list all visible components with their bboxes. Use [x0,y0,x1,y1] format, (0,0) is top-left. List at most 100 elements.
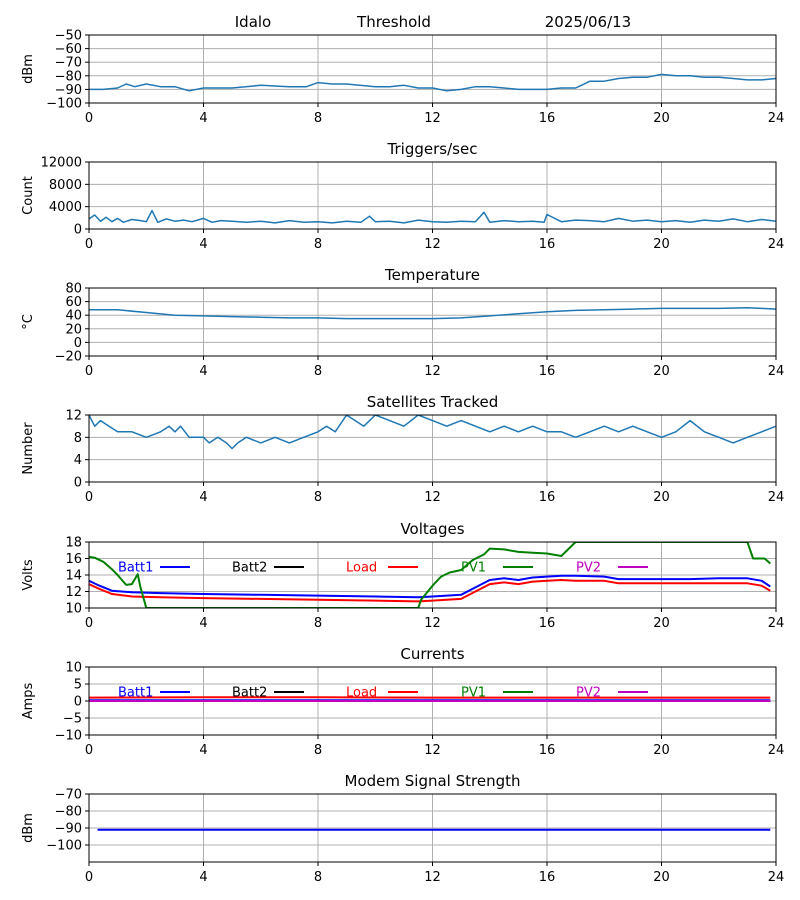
x-tick-label: 0 [85,616,93,631]
x-tick-label: 4 [199,490,207,505]
y-tick-label: −60 [55,42,82,57]
chart-triggers: 0 4 8 12 16 20 24 0 4000 8000 12000 Triggers/sec Cou… [21,140,784,252]
panel-title: Modem Signal Strength [345,772,521,790]
series-group [89,209,776,224]
series-group [89,306,776,320]
x-tick-label: 24 [768,364,785,379]
x-tick-label: 0 [85,870,93,885]
series-line-threshold [89,73,776,92]
y-tick-label: −50 [55,29,82,44]
y-tick-label: −90 [55,83,82,98]
x-tick-label: 24 [768,743,785,758]
y-tick-label: 8 [74,431,82,446]
y-tick-label: −20 [55,350,82,365]
x-tick-label: 8 [314,870,322,885]
chart-modem: 0 4 8 12 16 20 24 −100 −90 −80 −70 Modem Signal Str… [21,772,784,885]
series-line-temperature [89,306,776,320]
x-tick-label: 24 [768,237,785,252]
y-tick-label: 0 [74,336,82,351]
y-tick-label: −80 [55,69,82,84]
x-tick-label: 16 [539,111,556,126]
x-tick-label: 20 [653,616,670,631]
x-tick-label: 12 [424,237,441,252]
series-group [89,696,771,702]
x-tick-label: 0 [85,364,93,379]
y-tick-label: 8000 [49,178,82,193]
y-axis-label: Number [21,422,36,475]
y-axis-label: Count [21,176,36,215]
legend-label-batt2: Batt2 [232,561,267,576]
legend-label-pv2: PV2 [576,561,601,576]
y-tick-label: 14 [65,569,82,584]
x-tick-label: 12 [424,743,441,758]
y-axis-label: dBm [21,813,36,843]
x-tick-label: 16 [539,743,556,758]
x-tick-label: 20 [653,237,670,252]
y-tick-label: 12000 [41,156,82,171]
x-tick-label: 4 [199,870,207,885]
series-line-load [89,579,771,603]
y-axis-label: Volts [21,559,36,591]
x-tick-label: 4 [199,616,207,631]
y-tick-label: 12 [65,409,82,424]
x-tick-label: 4 [199,237,207,252]
y-tick-label: 0 [74,223,82,238]
x-tick-label: 24 [768,111,785,126]
x-tick-label: 12 [424,490,441,505]
panel-title: Temperature [384,266,480,284]
x-tick-label: 16 [539,364,556,379]
x-tick-label: 8 [314,490,322,505]
legend-label-pv1: PV1 [461,561,486,576]
panel-title: Currents [400,645,464,663]
x-tick-label: 16 [539,490,556,505]
y-tick-label: 10 [65,602,82,617]
legend-label-load: Load [346,561,377,576]
header-date: 2025/06/13 [545,13,631,31]
header-mode: Threshold [356,13,431,31]
x-tick-label: 20 [653,490,670,505]
y-tick-label: −70 [55,56,82,71]
chart-threshold: 0 4 8 12 16 20 24 −100−90−80−70−60−50 dBm [21,29,784,127]
series-group [89,542,771,608]
y-tick-label: −90 [55,822,82,837]
series-line-triggers [89,209,776,224]
x-tick-label: 16 [539,237,556,252]
y-tick-label: 0 [74,695,82,710]
x-tick-label: 20 [653,364,670,379]
y-axis-label: dBm [21,54,36,84]
legend-label-batt2: Batt2 [232,686,267,701]
y-tick-label: −5 [63,712,82,727]
y-tick-label: −80 [55,805,82,820]
x-tick-label: 8 [314,364,322,379]
x-tick-label: 0 [85,237,93,252]
y-tick-label: 4 [74,453,82,468]
y-tick-label: −10 [55,729,82,744]
legend-label-pv2: PV2 [576,686,601,701]
x-tick-label: 12 [424,870,441,885]
y-tick-label: 16 [65,552,82,567]
x-tick-label: 4 [199,364,207,379]
y-tick-label: 0 [74,476,82,491]
x-tick-label: 12 [424,111,441,126]
series-line-batt1 [89,574,771,599]
x-tick-label: 0 [85,743,93,758]
x-tick-label: 8 [314,111,322,126]
y-tick-label: 12 [65,585,82,600]
y-axis-label: Amps [21,682,36,719]
y-tick-label: 18 [65,536,82,551]
series-line-pv1 [89,542,771,608]
series-group [89,73,776,92]
panel-title: Voltages [400,520,464,538]
y-tick-label: 5 [74,678,82,693]
y-tick-label: 10 [65,661,82,676]
x-tick-label: 8 [314,616,322,631]
x-tick-label: 24 [768,616,785,631]
series-group [89,415,776,450]
x-tick-label: 24 [768,490,785,505]
legend-label-batt1: Batt1 [118,686,153,701]
legend-label-load: Load [346,686,377,701]
